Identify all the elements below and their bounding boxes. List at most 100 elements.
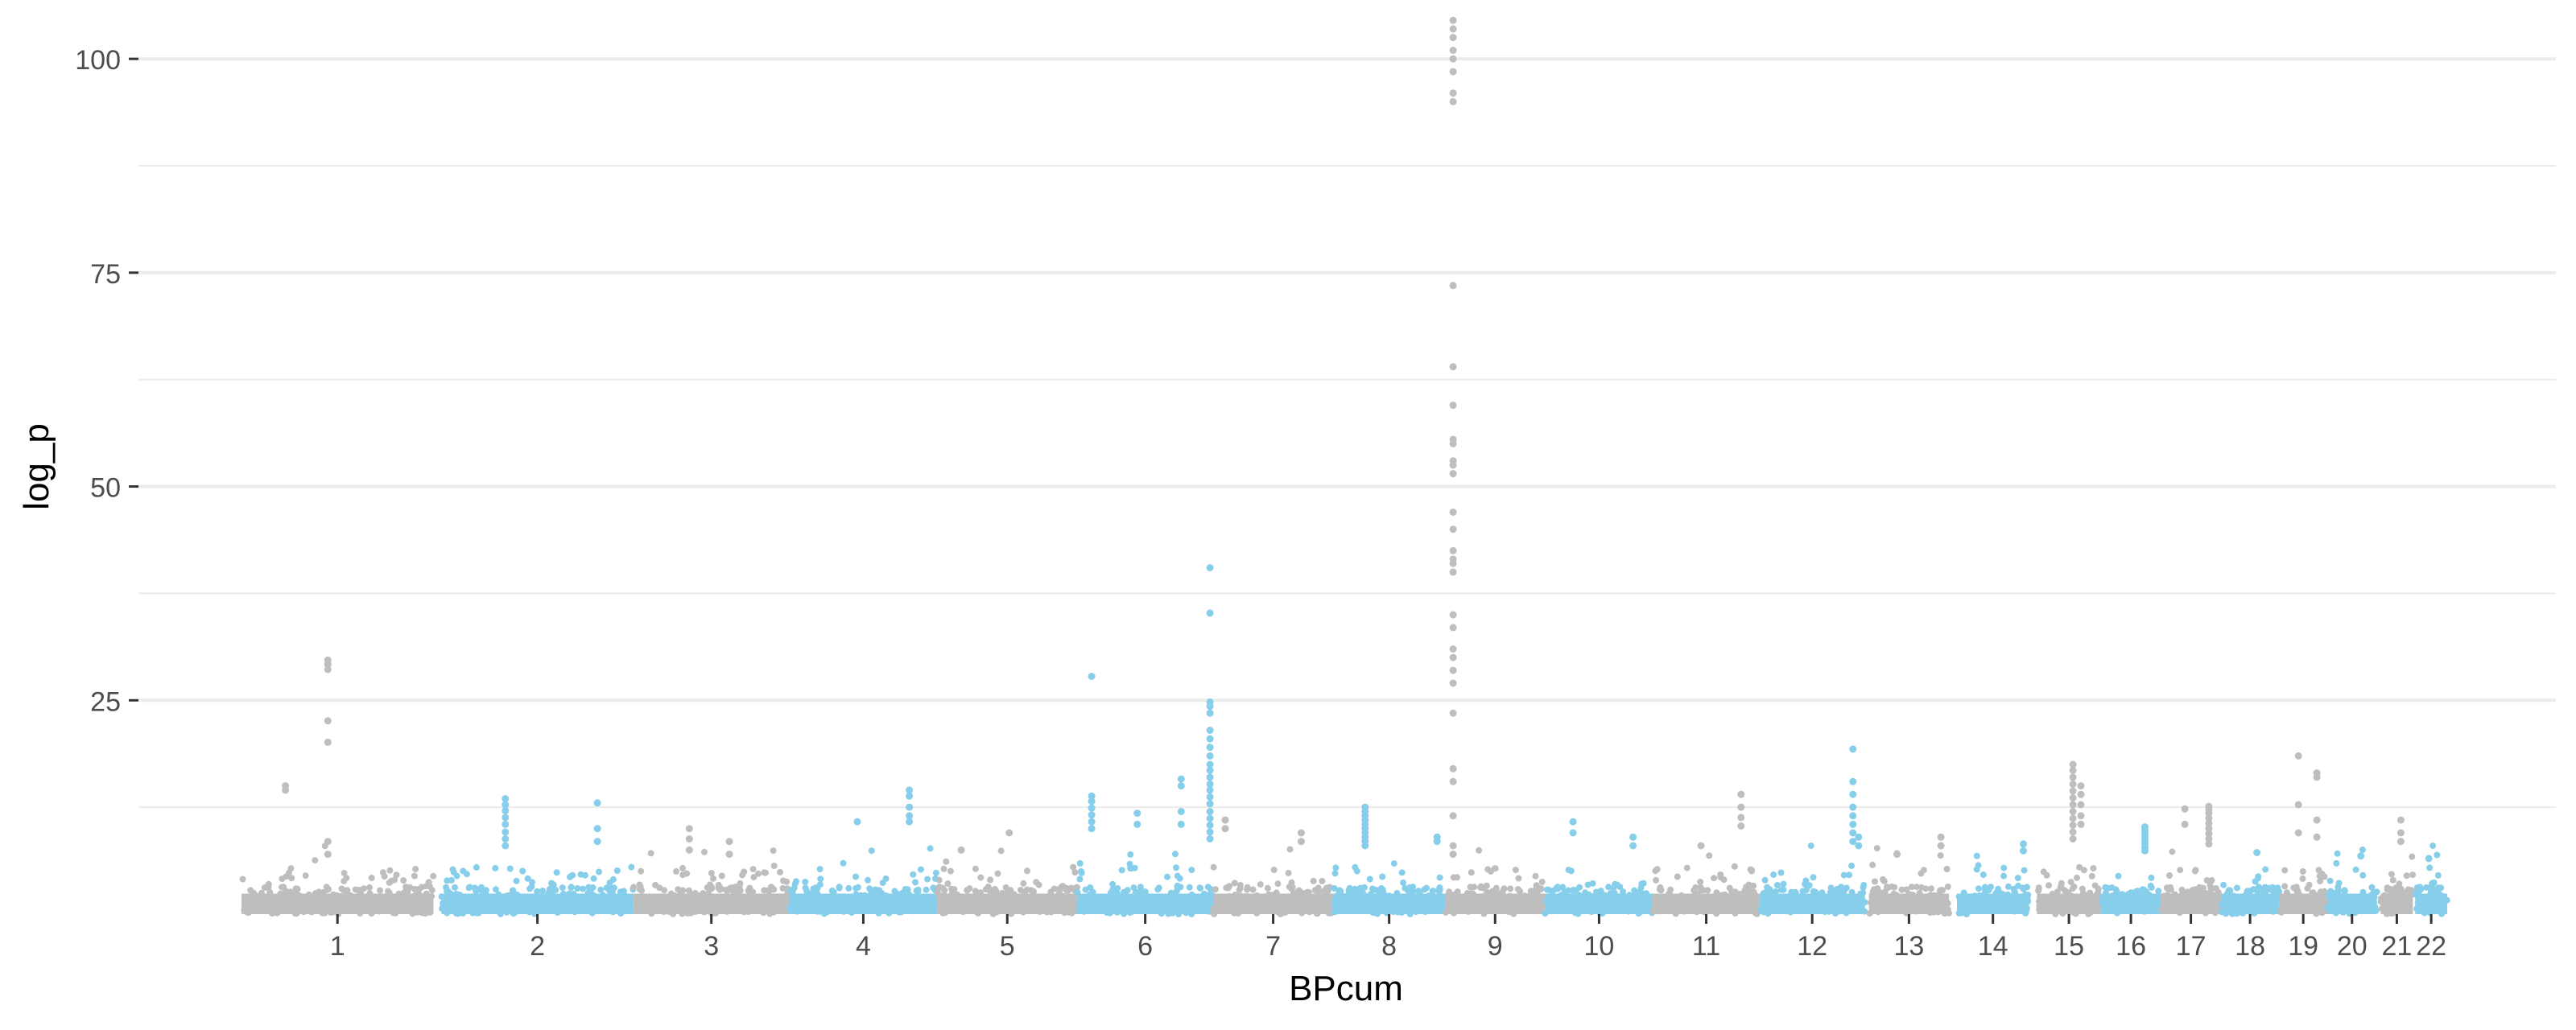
data-point [1565, 867, 1572, 874]
data-point [2389, 876, 2396, 884]
data-point [1206, 828, 1214, 836]
data-point [1889, 884, 1896, 890]
chromosome-5-points [934, 829, 1080, 917]
data-point-band [1868, 893, 1950, 914]
x-tick-label: 6 [1137, 931, 1153, 962]
chromosome-3-points [630, 825, 793, 917]
data-point-band [2037, 893, 2101, 914]
data-point [1855, 842, 1863, 850]
data-point [2074, 874, 2080, 881]
x-tick-label: 5 [1000, 931, 1015, 962]
data-point [617, 888, 624, 896]
data-point [2000, 864, 2008, 871]
data-point [987, 876, 994, 884]
data-point [302, 872, 309, 880]
chromosome-7-points [1210, 816, 1335, 917]
data-point [1559, 884, 1567, 891]
data-point [1206, 808, 1214, 815]
data-point [802, 879, 809, 885]
data-point [324, 665, 332, 674]
data-point-band [2279, 893, 2327, 914]
data-point [365, 884, 373, 891]
x-tick-label: 18 [2235, 931, 2265, 962]
data-point [294, 885, 301, 892]
data-point [465, 884, 473, 892]
data-point [1467, 884, 1474, 891]
data-point [2408, 887, 2415, 894]
data-point [816, 866, 824, 873]
data-point [1807, 843, 1814, 849]
data-point [836, 884, 843, 891]
data-point [1995, 886, 2001, 893]
data-point [2069, 766, 2077, 774]
data-point [287, 888, 294, 896]
data-point [1207, 885, 1214, 892]
data-point [810, 885, 817, 892]
data-point [2359, 871, 2367, 879]
data-point [1133, 810, 1141, 818]
data-point [502, 842, 510, 850]
data-point [324, 851, 332, 859]
data-point [1429, 888, 1436, 895]
data-point [415, 885, 423, 892]
data-point [288, 875, 295, 882]
data-point [2046, 882, 2052, 889]
data-point [1270, 867, 1278, 873]
data-point [1750, 882, 1757, 889]
data-point [1114, 885, 1121, 892]
data-point [972, 888, 979, 895]
data-point-band [1213, 893, 1334, 914]
data-point [1674, 873, 1681, 880]
data-point [940, 865, 947, 872]
data-point [754, 870, 762, 877]
data-point [574, 885, 581, 892]
data-point [324, 838, 332, 846]
data-point [1206, 786, 1214, 794]
data-point [1979, 871, 1987, 878]
data-point [1206, 760, 1214, 768]
data-point [2069, 780, 2077, 788]
data-point [2434, 871, 2442, 879]
data-point [2341, 887, 2348, 894]
data-point [964, 887, 971, 894]
data-point [2205, 814, 2213, 822]
data-point [948, 885, 956, 892]
data-point [1848, 862, 1856, 869]
data-point [1697, 879, 1704, 885]
data-point [1449, 461, 1457, 469]
data-point [1449, 709, 1457, 717]
y-axis: 25 50 75 100 [75, 45, 138, 717]
data-point [2184, 888, 2191, 896]
data-point [386, 867, 394, 874]
data-point [1849, 838, 1857, 846]
data-point [1221, 825, 1229, 833]
data-point [1231, 880, 1238, 887]
data-point [2205, 830, 2213, 838]
data-point [636, 886, 643, 893]
chromosome-19-points [2277, 752, 2330, 917]
data-point [1449, 55, 1457, 63]
data-point [2209, 885, 2216, 892]
data-point [1449, 89, 1457, 97]
data-point [1975, 885, 1982, 892]
data-point [1124, 887, 1131, 894]
data-point [502, 801, 510, 809]
data-point [404, 888, 411, 896]
data-point [1206, 564, 1214, 571]
data-point [1605, 884, 1612, 891]
data-point [1449, 402, 1457, 410]
data-point [1071, 869, 1079, 876]
data-point [2426, 864, 2434, 871]
data-point [2181, 805, 2189, 813]
data-point [2077, 782, 2085, 790]
data-point [1569, 829, 1577, 837]
data-point [2429, 843, 2437, 850]
data-point [1849, 820, 1857, 828]
data-point [2290, 884, 2297, 892]
data-point [568, 884, 575, 891]
data-point [1652, 867, 1659, 875]
chromosome-15-points [2035, 760, 2102, 917]
data-point [1236, 886, 1243, 893]
chromosome-13-points [1866, 833, 1952, 917]
data-point [1005, 829, 1013, 837]
